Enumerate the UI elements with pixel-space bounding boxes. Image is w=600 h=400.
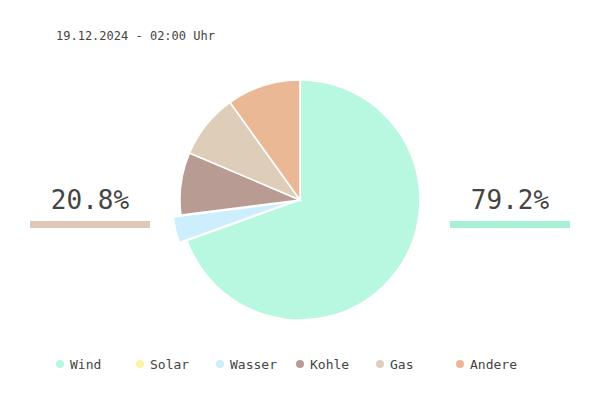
legend: Wind Solar Wasser Kohle Gas Andere [56,357,517,372]
legend-label: Solar [150,357,189,372]
legend-swatch [216,360,224,368]
legend-label: Wasser [230,357,277,372]
legend-swatch [376,360,384,368]
summary-label: 20.8% [51,185,130,215]
pie-slice [230,80,300,200]
summary-bar [30,221,150,228]
legend-swatch [136,360,144,368]
legend-label: Gas [390,357,413,372]
legend-label: Kohle [310,357,349,372]
chart-root: 19.12.2024 - 02:00 Uhr Wind Solar Wasser Koh… [0,0,600,400]
legend-swatch [296,360,304,368]
legend-label: Andere [470,357,517,372]
chart-svg: 19.12.2024 - 02:00 Uhr Wind Solar Wasser Koh… [0,0,600,400]
chart-title: 19.12.2024 - 02:00 Uhr [56,29,215,43]
legend-swatch [56,360,64,368]
pie [173,80,420,320]
summary-bar [450,221,570,228]
legend-label: Wind [70,357,101,372]
legend-swatch [456,360,464,368]
summary-label: 79.2% [471,185,550,215]
